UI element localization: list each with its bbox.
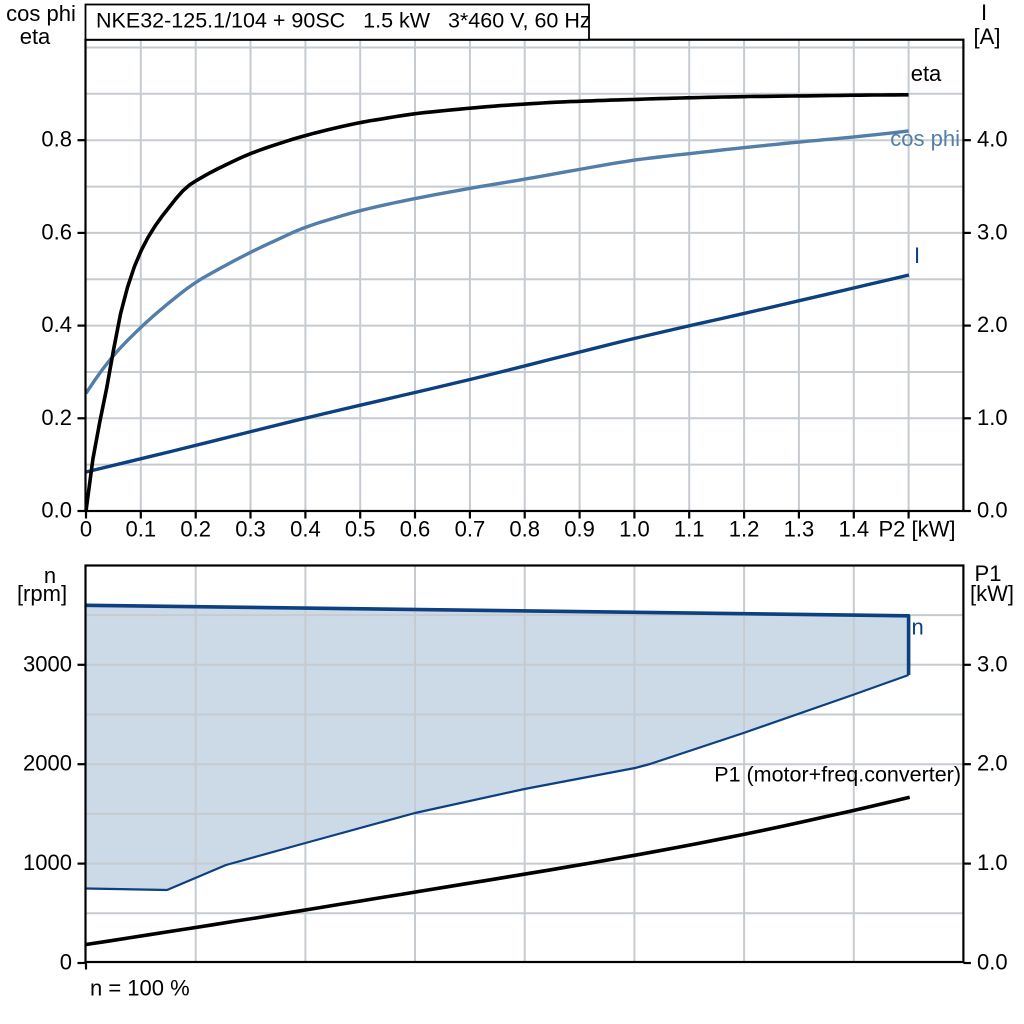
svg-text:n: n [44,563,56,588]
svg-text:1.0: 1.0 [977,405,1008,430]
svg-text:0.3: 0.3 [235,517,266,542]
svg-text:3000: 3000 [23,651,72,676]
svg-text:n: n [912,615,924,640]
svg-text:0: 0 [60,950,72,975]
svg-text:I: I [914,243,920,268]
svg-text:1.0: 1.0 [619,517,650,542]
svg-text:2000: 2000 [23,751,72,776]
svg-text:[A]: [A] [974,24,1001,49]
svg-text:2.0: 2.0 [977,751,1008,776]
svg-text:0.5: 0.5 [345,517,376,542]
svg-text:0.6: 0.6 [41,219,72,244]
svg-text:cos phi: cos phi [6,1,76,26]
svg-text:0.8: 0.8 [509,517,540,542]
svg-text:cos phi: cos phi [890,126,960,151]
svg-text:0.7: 0.7 [455,517,486,542]
svg-text:n = 100 %: n = 100 % [90,976,190,1001]
svg-text:0.4: 0.4 [41,312,72,337]
svg-text:2.0: 2.0 [977,312,1008,337]
svg-text:P1 (motor+freq.converter): P1 (motor+freq.converter) [714,763,961,787]
svg-text:0.0: 0.0 [41,498,72,523]
svg-text:0.2: 0.2 [41,405,72,430]
svg-text:1.3: 1.3 [784,517,815,542]
svg-text:0.0: 0.0 [977,950,1008,975]
svg-text:0.4: 0.4 [290,517,321,542]
svg-text:3.0: 3.0 [977,219,1008,244]
svg-text:P1: P1 [975,561,1002,586]
svg-text:0.6: 0.6 [400,517,431,542]
svg-text:eta: eta [20,24,51,49]
svg-text:0: 0 [80,517,92,542]
svg-text:[kW]: [kW] [970,581,1014,606]
svg-text:1.2: 1.2 [729,517,760,542]
svg-text:eta: eta [911,61,942,86]
svg-text:1.1: 1.1 [674,517,705,542]
svg-text:1.0: 1.0 [977,850,1008,875]
svg-text:0.8: 0.8 [41,127,72,152]
svg-text:I: I [981,0,987,25]
svg-text:NKE32-125.1/104 + 90SC 1.5 k: NKE32-125.1/104 + 90SC 1.5 kW 3*460 V, 6… [96,9,591,33]
svg-text:1.4: 1.4 [839,517,870,542]
svg-text:4.0: 4.0 [977,127,1008,152]
svg-text:1000: 1000 [23,850,72,875]
svg-text:P2 [kW]: P2 [kW] [878,517,955,542]
svg-text:0.0: 0.0 [977,498,1008,523]
svg-text:0.1: 0.1 [126,517,157,542]
svg-text:0.2: 0.2 [180,517,211,542]
svg-text:0.9: 0.9 [564,517,595,542]
svg-text:[rpm]: [rpm] [17,581,67,606]
svg-text:3.0: 3.0 [977,651,1008,676]
